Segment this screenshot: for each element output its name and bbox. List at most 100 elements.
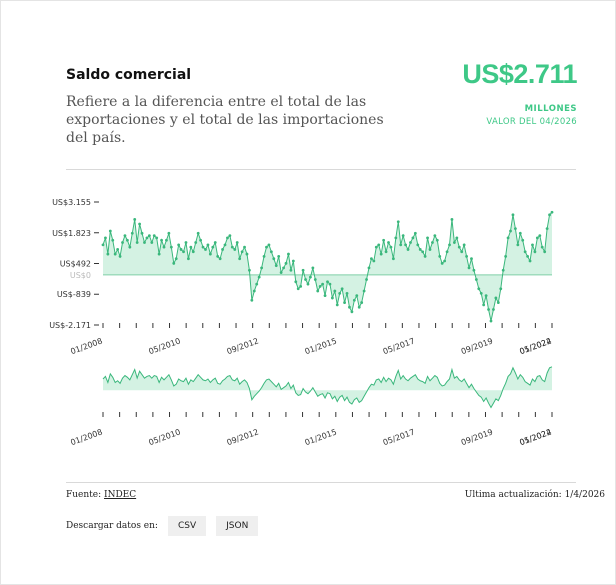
data-point-152 (472, 268, 476, 272)
overview-x-tick-label-3: 01/2015 (304, 427, 338, 447)
data-point-67 (265, 245, 268, 249)
main-x-tick-label-5: 09/2019 (460, 336, 494, 356)
data-point-126 (409, 241, 412, 244)
data-point-61 (250, 298, 254, 302)
kpi-unit: MILLONES (524, 104, 577, 114)
data-point-132 (423, 254, 427, 258)
data-point-165 (504, 254, 508, 258)
overview-line (102, 366, 553, 409)
main-x-tick-label-3: 01/2015 (304, 336, 338, 356)
data-point-81 (299, 285, 303, 288)
data-point-123 (401, 234, 405, 238)
data-point-30 (174, 257, 178, 261)
overview-x-tick-label-1: 05/2010 (147, 427, 181, 447)
data-point-155 (479, 291, 483, 295)
data-point-12 (130, 231, 134, 235)
data-point-92 (326, 280, 329, 284)
data-point-122 (399, 243, 403, 247)
chart-title: Saldo comercial (66, 67, 192, 83)
baseline-label: US$0 (70, 271, 91, 280)
data-point-127 (411, 236, 415, 240)
y-tick-label-3: US$-839 (57, 290, 91, 299)
main-x-tick-label-0: 01/2008 (69, 336, 103, 356)
data-point-7 (118, 254, 122, 258)
overview-area (103, 366, 552, 408)
data-point-37 (191, 250, 195, 254)
data-point-169 (514, 227, 517, 231)
data-point-60 (248, 268, 251, 272)
data-point-49 (221, 248, 224, 251)
data-point-167 (509, 229, 512, 233)
data-point-16 (140, 231, 144, 235)
kpi-value: US$2.711 (462, 59, 577, 89)
data-point-161 (494, 296, 498, 300)
download-csv-button[interactable]: CSV (167, 516, 207, 536)
data-point-109 (367, 266, 371, 270)
data-point-4 (111, 238, 115, 242)
data-point-35 (187, 257, 190, 261)
data-point-33 (182, 250, 185, 254)
overview-x-tick-label-4: 05/2017 (382, 427, 416, 447)
download-json-button[interactable]: JSON (216, 516, 259, 536)
data-point-149 (465, 254, 468, 258)
data-point-100 (345, 291, 349, 295)
data-point-118 (389, 245, 393, 249)
data-point-179 (538, 234, 542, 238)
data-point-83 (304, 278, 307, 281)
data-point-148 (462, 243, 466, 247)
data-point-173 (523, 250, 527, 254)
overview-x-tick-label-2: 09/2012 (226, 427, 260, 447)
kpi-date: VALOR DEL 04/2026 (486, 117, 577, 127)
data-point-2 (106, 252, 110, 256)
data-point-42 (204, 248, 207, 251)
main-chart: US$3.155 US$1.823 US$492 US$-839 US$-2.171 US… (49, 198, 554, 447)
data-point-87 (313, 278, 317, 281)
data-point-28 (169, 245, 173, 249)
last-updated: Ultima actualización: 1/4/2026 (464, 490, 605, 500)
data-point-99 (343, 301, 346, 304)
data-point-131 (421, 250, 425, 254)
data-point-64 (257, 275, 261, 279)
series-area (103, 212, 552, 322)
source-link[interactable]: INDEC (104, 490, 137, 500)
data-point-156 (482, 303, 486, 307)
data-point-79 (294, 280, 298, 284)
data-point-95 (333, 289, 337, 293)
data-point-73 (279, 271, 283, 274)
data-point-70 (272, 257, 276, 261)
data-point-6 (116, 248, 120, 251)
data-point-184 (550, 210, 554, 214)
data-point-174 (526, 254, 529, 258)
data-point-57 (240, 250, 244, 254)
data-point-97 (338, 291, 342, 295)
data-point-170 (516, 243, 520, 247)
data-point-121 (396, 220, 400, 224)
data-point-103 (352, 298, 356, 302)
data-point-159 (489, 319, 493, 323)
data-point-166 (506, 236, 510, 240)
data-point-177 (533, 250, 537, 254)
data-point-23 (157, 252, 161, 256)
y-tick-label-4: US$-2.171 (49, 321, 91, 330)
data-point-108 (365, 278, 368, 281)
overview-x-tick-label-7: 05/2024 (518, 427, 552, 447)
data-point-20 (150, 241, 154, 244)
data-point-84 (306, 282, 310, 286)
data-point-133 (426, 236, 429, 240)
data-point-168 (511, 213, 515, 217)
data-point-40 (199, 238, 203, 242)
data-point-154 (477, 287, 481, 291)
data-point-63 (255, 282, 259, 286)
data-point-102 (350, 310, 354, 314)
data-point-114 (379, 252, 383, 256)
main-x-tick-label-2: 09/2012 (226, 336, 260, 356)
data-point-88 (316, 289, 320, 293)
data-point-143 (450, 218, 454, 221)
data-point-74 (282, 266, 285, 270)
kpi-block: US$2.711 MILLONES VALOR DEL 04/2026 (462, 59, 577, 127)
data-point-138 (438, 254, 442, 258)
data-point-117 (387, 241, 390, 244)
data-point-89 (318, 285, 322, 288)
data-point-47 (216, 254, 220, 258)
data-point-144 (452, 241, 456, 244)
